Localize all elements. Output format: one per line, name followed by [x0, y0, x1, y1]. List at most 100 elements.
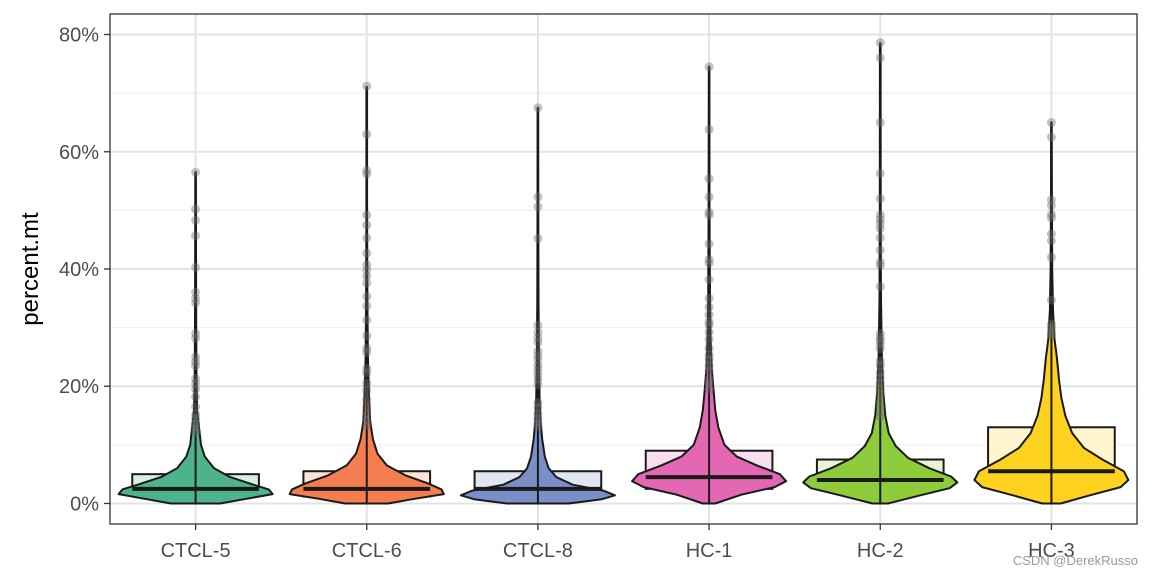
y-tick-label: 20%	[59, 376, 99, 398]
outlier-point	[875, 194, 885, 204]
outlier-point	[1046, 117, 1056, 127]
outlier-point	[875, 245, 885, 255]
outlier-point	[875, 412, 885, 422]
outlier-point	[362, 409, 372, 419]
outlier-point	[704, 354, 714, 364]
outlier-point	[191, 167, 201, 177]
outlier-point	[704, 255, 714, 265]
outlier-point	[875, 336, 885, 346]
outlier-point	[191, 204, 201, 214]
outlier-point	[533, 365, 543, 375]
outlier-point	[191, 333, 201, 343]
outlier-point	[533, 360, 543, 370]
outlier-point	[533, 398, 543, 408]
outlier-point	[533, 192, 543, 202]
outlier-point	[191, 402, 201, 412]
outlier-point	[191, 298, 201, 308]
outlier-point	[191, 357, 201, 367]
outlier-point	[875, 117, 885, 127]
outlier-point	[1046, 213, 1056, 223]
outlier-point	[704, 239, 714, 249]
outlier-point	[875, 210, 885, 220]
outlier-point	[533, 234, 543, 244]
outlier-point	[362, 278, 372, 288]
outlier-point	[875, 384, 885, 394]
outlier-point	[533, 351, 543, 361]
outlier-point	[1046, 327, 1056, 337]
outlier-point	[1046, 209, 1056, 219]
outlier-point	[1046, 201, 1056, 211]
outlier-point	[362, 301, 372, 311]
outlier-point	[875, 360, 885, 370]
x-tick-label: CTCL-8	[503, 540, 573, 562]
outlier-point	[875, 53, 885, 63]
outlier-point	[362, 394, 372, 404]
x-tick-label: HC-3	[1028, 540, 1075, 562]
outlier-point	[191, 231, 201, 241]
outlier-point	[362, 169, 372, 179]
outlier-point	[533, 374, 543, 384]
outlier-point	[875, 282, 885, 292]
outlier-point	[533, 418, 543, 428]
outlier-point	[191, 423, 201, 433]
y-tick-label: 40%	[59, 259, 99, 281]
x-tick-label: HC-2	[857, 540, 904, 562]
outlier-point	[704, 207, 714, 217]
outlier-point	[362, 292, 372, 302]
outlier-point	[362, 368, 372, 378]
outlier-point	[704, 343, 714, 353]
x-axis: CTCL-5 CTCL-6 CTCL-8 HC-1 HC-2 HC-3	[161, 524, 1075, 562]
outlier-point	[704, 192, 714, 202]
y-axis-title: percent.mt	[17, 212, 44, 326]
outlier-point	[1046, 236, 1056, 246]
outlier-point	[362, 343, 372, 353]
y-axis: 0% 20% 40% 60% 80%	[59, 25, 110, 515]
outlier-point	[191, 374, 201, 384]
outlier-point	[1046, 330, 1056, 340]
outlier-point	[704, 293, 714, 303]
outlier-point	[704, 310, 714, 320]
outlier-point	[704, 334, 714, 344]
outlier-point	[875, 372, 885, 382]
outlier-point	[533, 370, 543, 380]
whisker-layer	[194, 42, 1053, 504]
outlier-point	[704, 320, 714, 330]
outlier-point	[533, 413, 543, 423]
outlier-point	[362, 129, 372, 139]
outlier-point	[704, 258, 714, 268]
outlier-point	[704, 379, 714, 389]
outlier-point	[362, 415, 372, 425]
outlier-point	[533, 103, 543, 113]
outlier-point	[875, 401, 885, 411]
outlier-point	[362, 331, 372, 341]
x-tick-label: CTCL-6	[332, 540, 402, 562]
outlier-point	[191, 413, 201, 423]
outlier-point	[191, 419, 201, 429]
outlier-point	[704, 174, 714, 184]
outlier-point	[362, 220, 372, 230]
outlier-point	[362, 378, 372, 388]
outlier-point	[191, 384, 201, 394]
outlier-point	[875, 328, 885, 338]
outlier-point	[533, 421, 543, 431]
outlier-point	[533, 202, 543, 212]
outlier-point	[1046, 323, 1056, 333]
outlier-point	[704, 327, 714, 337]
outlier-point	[875, 218, 885, 228]
outlier-point	[1046, 132, 1056, 142]
outlier-point	[704, 384, 714, 394]
outlier-point	[191, 427, 201, 437]
outlier-layer	[191, 38, 1056, 437]
outlier-point	[191, 352, 201, 362]
outlier-point	[533, 337, 543, 347]
outlier-point	[362, 364, 372, 374]
y-tick-label: 0%	[70, 493, 99, 515]
outlier-point	[362, 385, 372, 395]
outlier-point	[191, 328, 201, 338]
outlier-point	[533, 346, 543, 356]
outlier-point	[362, 347, 372, 357]
outlier-point	[191, 287, 201, 297]
outlier-point	[704, 275, 714, 285]
outlier-point	[362, 402, 372, 412]
